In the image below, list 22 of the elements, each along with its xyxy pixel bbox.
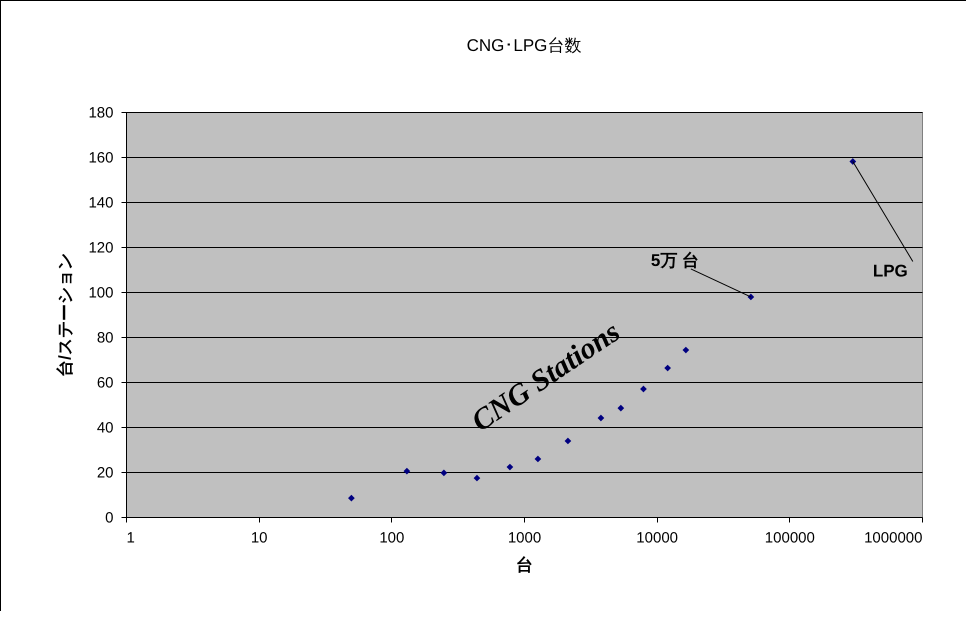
x-tick-label: 1000 xyxy=(508,530,542,546)
annotation: 5万 台 xyxy=(650,250,700,270)
y-tick-label: 160 xyxy=(88,150,114,166)
y-tick-label: 80 xyxy=(96,330,114,346)
x-tick-label: 100000 xyxy=(764,530,815,546)
y-tick-label: 140 xyxy=(88,194,114,212)
x-tick-label: 10000 xyxy=(636,530,678,546)
y-axis-title: 台/ステーション xyxy=(55,253,74,377)
chart-title: CNG･LPG台数 xyxy=(466,36,582,55)
x-tick-label: 10 xyxy=(250,530,268,546)
y-tick-label: 20 xyxy=(96,464,114,482)
y-tick-label: 40 xyxy=(96,420,114,436)
x-tick-label: 1000000 xyxy=(864,530,922,546)
x-axis-title: 台 xyxy=(516,556,533,574)
y-tick-label: 100 xyxy=(88,284,114,302)
y-tick-label: 120 xyxy=(88,240,114,256)
y-tick-label: 60 xyxy=(96,374,114,392)
annotation: LPG xyxy=(872,262,908,280)
y-tick-label: 180 xyxy=(88,104,114,122)
y-tick-label: 0 xyxy=(105,510,114,526)
x-tick-label: 100 xyxy=(379,530,404,546)
x-tick-label: 1 xyxy=(126,530,135,546)
